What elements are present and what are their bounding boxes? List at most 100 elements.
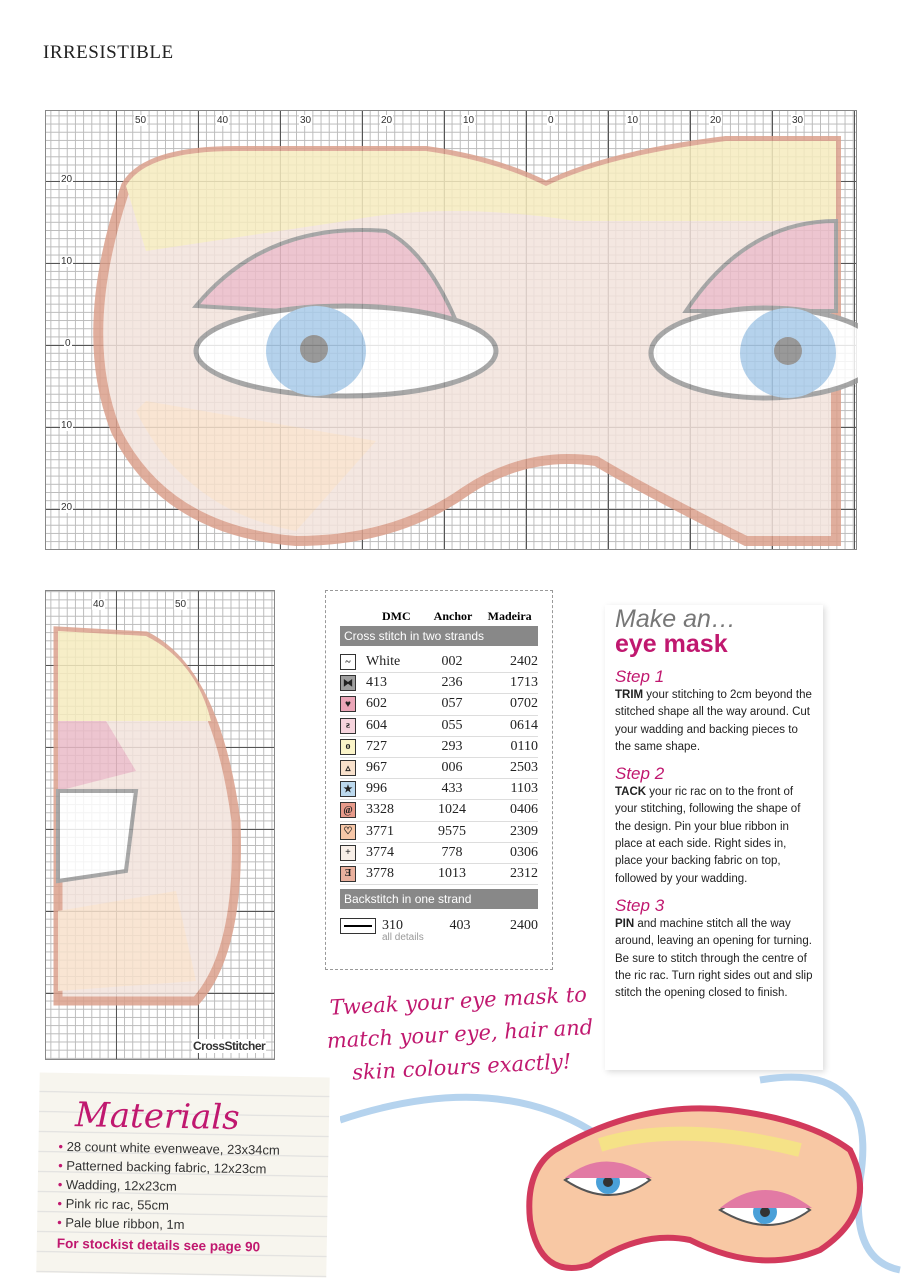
step-lead: PIN [615,917,635,930]
instructions-title: eye mask [615,630,728,658]
key-row: o 727 293 0110 [340,737,538,758]
dmc: 604 [366,717,387,733]
key-row: ★ 996 433 1103 [340,779,538,801]
tick: 30 [791,115,805,126]
anchor: 403 [449,917,471,933]
thread-key: DMC Anchor Madeira Cross stitch in two s… [325,590,553,970]
side-chart: 40 50 CrossStitcher [45,590,275,1060]
main-chart: 50 40 30 20 10 0 10 20 30 20 10 0 10 20 [45,110,858,550]
tick: 10 [60,256,74,267]
materials-title: Materials [74,1095,240,1138]
tick: 20 [709,115,723,126]
backstitch-row: 310 403 2400 [340,915,538,936]
madeira: 1103 [510,781,538,797]
instructions-pre: Make an… [615,605,736,633]
side-pattern [53,626,241,1006]
madeira: 2400 [510,917,538,933]
dmc: 727 [366,738,387,754]
symbol-swatch-icon: @ [340,802,356,819]
madeira: 2402 [509,654,538,670]
step-title: Step 2 [615,764,665,784]
tick: 0 [64,338,72,349]
backstitch-heading: Backstitch in one strand [340,889,538,910]
backstitch-line-icon [340,917,376,934]
anchor: 057 [441,696,463,712]
dmc: 3774 [366,844,394,860]
dmc: 310 [382,917,403,933]
header-anchor: Anchor [433,609,473,623]
key-row: @ 3328 1024 0406 [340,800,538,822]
madeira: 2312 [509,865,538,881]
tick: 20 [60,174,74,185]
symbol-swatch-icon: o [340,738,356,755]
tick: 40 [92,599,106,610]
symbol-swatch-icon: + [340,844,356,861]
symbol-swatch-icon: Ǝ [340,865,356,882]
backstitch-note: all details [382,932,424,944]
madeira: 2309 [509,823,538,839]
tick: 10 [60,420,74,431]
tick: 50 [174,599,188,610]
eye-mask-photo [340,1073,901,1274]
tick: 30 [299,115,313,126]
step-body: and machine stitch all the way around, l… [615,917,813,1000]
madeira: 2503 [509,760,538,776]
anchor: 1013 [437,865,466,881]
dmc: 413 [366,675,387,691]
symbol-swatch-icon: ⧓ [340,675,356,692]
dmc: 602 [366,696,387,712]
cheek-left [136,401,376,531]
symbol-swatch-icon: ƨ [340,717,356,734]
symbol-swatch-icon: ▵ [340,760,356,777]
dmc: White [366,654,401,670]
dmc: 3771 [366,823,394,839]
anchor: 236 [441,675,463,691]
anchor: 433 [441,781,463,797]
symbol-swatch-icon: ♡ [340,823,356,840]
stockist-note: For stockist details see page 90 [56,1235,261,1255]
step-title: Step 3 [615,895,665,915]
material-item: Pale blue ribbon, 1m [57,1213,307,1236]
key-row: ♡ 3771 9575 2309 [340,822,538,843]
key-row: ⧓ 413 236 1713 [340,673,538,695]
tick: 20 [60,502,74,513]
key-row: Ǝ 3778 1013 2312 [340,864,538,886]
symbol-swatch-icon: ♥ [340,696,356,713]
symbol-swatch-icon: ★ [340,781,356,798]
step-text: TRIM your stitching to 2cm beyond the st… [615,687,813,756]
cross-stitch-heading: Cross stitch in two strands [340,626,538,646]
step-lead: TRIM [615,689,644,701]
step-title: Step 1 [615,667,665,686]
tick: 0 [547,115,555,126]
mask-pattern [93,136,858,547]
anchor: 055 [441,717,463,733]
key-row: + 3774 778 0306 [340,843,538,864]
key-row: ~ White 002 2402 [340,652,538,674]
madeira: 0702 [509,696,538,712]
madeira: 1713 [509,675,538,691]
header-dmc: DMC [382,609,411,623]
hair-area [126,141,836,251]
lid-left [191,228,460,324]
instructions-panel: Make an… eye mask Step 1 TRIM your stitc… [605,605,823,1070]
anchor: 293 [441,738,463,754]
step-text: PIN and machine stitch all the way aroun… [615,916,813,1002]
anchor: 002 [441,654,463,670]
anchor: 9575 [437,823,466,839]
key-row: ƨ 604 055 0614 [340,716,538,737]
section-title: IRRESISTIBLE [43,42,174,63]
materials-card: Materials 28 count white evenweave, 23x3… [36,1072,330,1278]
dmc: 967 [366,760,387,776]
tick: 20 [380,115,394,126]
madeira: 0614 [509,717,538,733]
key-header: DMC Anchor Madeira [340,609,538,624]
madeira: 0110 [510,738,538,754]
tick: 10 [462,115,476,126]
anchor: 1024 [437,802,466,818]
step-body: your stitching to 2cm beyond the stitche… [615,689,812,753]
header-madeira: Madeira [487,609,532,623]
dmc: 996 [366,781,387,797]
step-body: your ric rac on to the front of your sti… [615,786,801,885]
materials-list: 28 count white evenweave, 23x34cmPattern… [57,1137,309,1236]
pupil-left [300,335,328,363]
